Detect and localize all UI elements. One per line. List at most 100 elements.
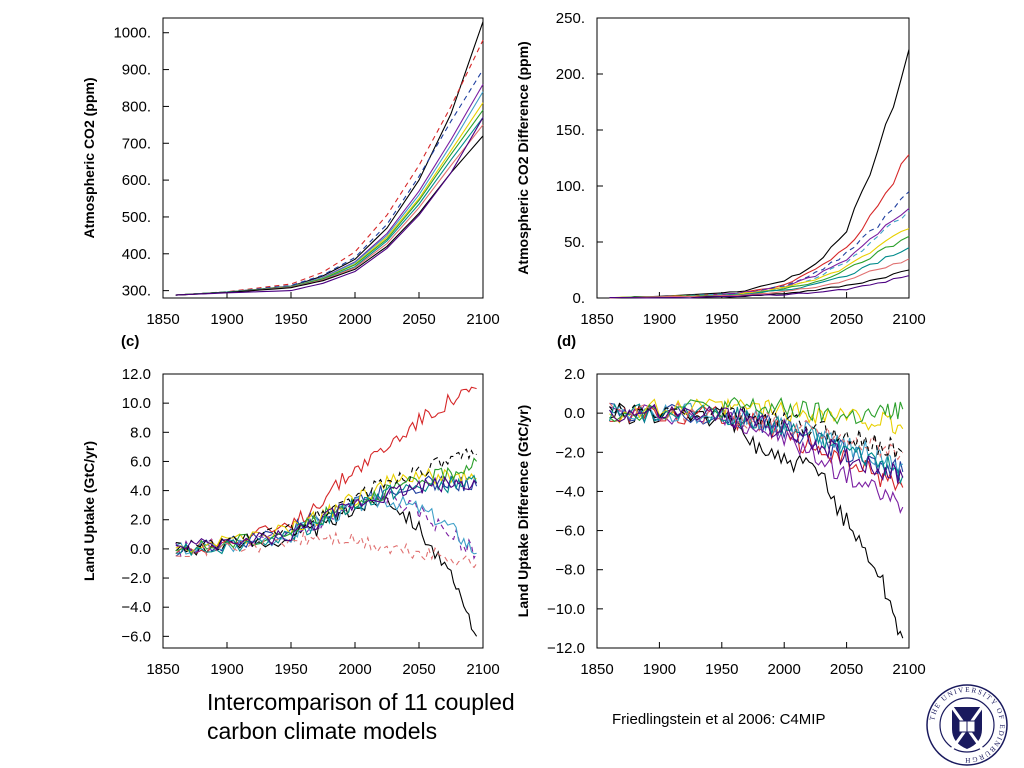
x-tick-label: 1950 <box>274 661 307 678</box>
x-tick-label: 1900 <box>210 311 243 328</box>
figure-caption: Intercomparison of 11 coupled carbon cli… <box>207 688 627 746</box>
series-line-1 <box>609 49 910 299</box>
series-line-10 <box>175 448 477 554</box>
series-line-3 <box>175 69 484 296</box>
series-line-6 <box>609 228 910 299</box>
plot-frame <box>596 373 910 649</box>
series-line-1 <box>175 21 484 296</box>
x-tick-label: 1850 <box>146 661 179 678</box>
x-tick-label: 2100 <box>892 311 925 328</box>
series-line-8 <box>175 474 478 557</box>
series-line-3 <box>609 191 910 299</box>
series-line-11 <box>175 117 484 296</box>
caption-line-2: carbon climate models <box>207 718 438 744</box>
y-tick-label: −2.0 <box>121 570 151 587</box>
x-tick-label: 1900 <box>643 661 676 678</box>
series-line-5 <box>175 91 484 296</box>
x-tick-label: 2050 <box>830 311 863 328</box>
x-tick-label: 1850 <box>580 661 613 678</box>
plot-frame <box>162 17 484 299</box>
x-tick-label: 2050 <box>830 661 863 678</box>
series-line-4 <box>175 490 478 560</box>
x-tick-label: 2050 <box>402 661 435 678</box>
x-tick-label: 2100 <box>466 311 499 328</box>
y-axis-label: Atmospheric CO2 (ppm) <box>81 77 97 238</box>
x-tick-label: 1900 <box>210 661 243 678</box>
y-tick-label: 8.0 <box>130 424 151 441</box>
x-tick-label: 2050 <box>402 311 435 328</box>
x-tick-label: 2100 <box>892 661 925 678</box>
x-tick-label: 2100 <box>466 661 499 678</box>
series-line-2 <box>175 386 477 555</box>
y-tick-label: −4.0 <box>555 483 585 500</box>
y-tick-label: 6.0 <box>130 453 151 470</box>
y-tick-label: 0.0 <box>130 541 151 558</box>
series-line-2 <box>175 39 484 296</box>
y-tick-label: −10.0 <box>547 601 585 618</box>
x-tick-label: 1850 <box>146 311 179 328</box>
y-tick-label: −8.0 <box>555 562 585 579</box>
chart-panel-c: 1850 1900 1950 2000 2050 2100 −6.0 −4.0 −2.0 0.0 2… <box>81 333 500 678</box>
chart-panel-d: 1850 1900 1950 2000 2050 2100 −12.0 −10.0 −8.0 −6… <box>515 333 926 678</box>
y-tick-label: −2.0 <box>555 444 585 461</box>
y-tick-label: 50. <box>564 234 585 251</box>
chart-panel-b: 1850 1900 1950 2000 2050 2100 0. 50. 100. 150. 200… <box>515 10 926 328</box>
panel-label: (d) <box>557 333 576 350</box>
series-line-10 <box>609 403 904 459</box>
plot-frame <box>596 17 910 299</box>
y-tick-label: 800. <box>122 98 151 115</box>
series-line-9 <box>175 531 478 569</box>
y-tick-label: 0. <box>572 290 585 307</box>
x-tick-label: 1950 <box>705 661 738 678</box>
y-tick-label: 4.0 <box>130 483 151 500</box>
y-tick-label: −12.0 <box>547 640 585 657</box>
y-tick-label: 2.0 <box>130 512 151 529</box>
chart-panel-a: 1850 1900 1950 2000 2050 2100 300. 400. 500. 600.… <box>81 17 500 328</box>
plot-frame <box>162 373 484 649</box>
y-tick-label: −4.0 <box>121 599 151 616</box>
series-line-11 <box>609 403 904 484</box>
y-tick-label: 600. <box>122 172 151 189</box>
caption-line-1: Intercomparison of 11 coupled <box>207 689 515 715</box>
series-line-7 <box>609 396 904 425</box>
y-tick-label: 12.0 <box>122 366 151 383</box>
series-line-9 <box>609 258 910 299</box>
x-tick-label: 2000 <box>338 311 371 328</box>
series-line-4 <box>609 207 910 299</box>
y-axis-label: Atmospheric CO2 Difference (ppm) <box>515 41 531 274</box>
y-axis-label: Land Uptake (GtC/yr) <box>81 441 97 581</box>
y-tick-label: 250. <box>556 10 585 27</box>
source-credit: Friedlingstein et al 2006: C4MIP <box>612 711 826 728</box>
y-tick-label: 700. <box>122 135 151 152</box>
y-tick-label: 200. <box>556 66 585 83</box>
series-line-9 <box>175 124 484 296</box>
series-line-7 <box>175 109 484 296</box>
x-tick-label: 1850 <box>580 311 613 328</box>
y-tick-label: 300. <box>122 283 151 300</box>
y-tick-label: 400. <box>122 246 151 263</box>
series-line-1 <box>609 402 904 639</box>
x-tick-label: 1950 <box>705 311 738 328</box>
y-tick-label: 2.0 <box>564 366 585 383</box>
charts-figure: 1850 1900 1950 2000 2050 2100 300. 400. 500. 600.… <box>81 10 926 678</box>
y-tick-label: 150. <box>556 122 585 139</box>
y-tick-label: 900. <box>122 62 151 79</box>
x-tick-label: 2000 <box>338 661 371 678</box>
x-tick-label: 2000 <box>768 311 801 328</box>
y-tick-label: −6.0 <box>121 628 151 645</box>
y-tick-label: 10.0 <box>122 395 151 412</box>
series-line-5 <box>609 210 910 299</box>
university-of-edinburgh-crest-icon: THE UNIVERSITY OF EDINBURGH <box>926 684 1008 766</box>
y-tick-label: 1000. <box>113 25 151 42</box>
series-line-11 <box>175 475 478 551</box>
series-line-2 <box>609 154 910 299</box>
y-tick-label: 0.0 <box>564 405 585 422</box>
y-tick-label: −6.0 <box>555 523 585 540</box>
y-axis-label: Land Uptake Difference (GtC/yr) <box>515 405 531 617</box>
y-tick-label: 100. <box>556 178 585 195</box>
x-tick-label: 1950 <box>274 311 307 328</box>
series-line-11 <box>609 275 910 299</box>
panel-label: (c) <box>121 333 139 350</box>
x-tick-label: 1900 <box>643 311 676 328</box>
x-tick-label: 2000 <box>768 661 801 678</box>
